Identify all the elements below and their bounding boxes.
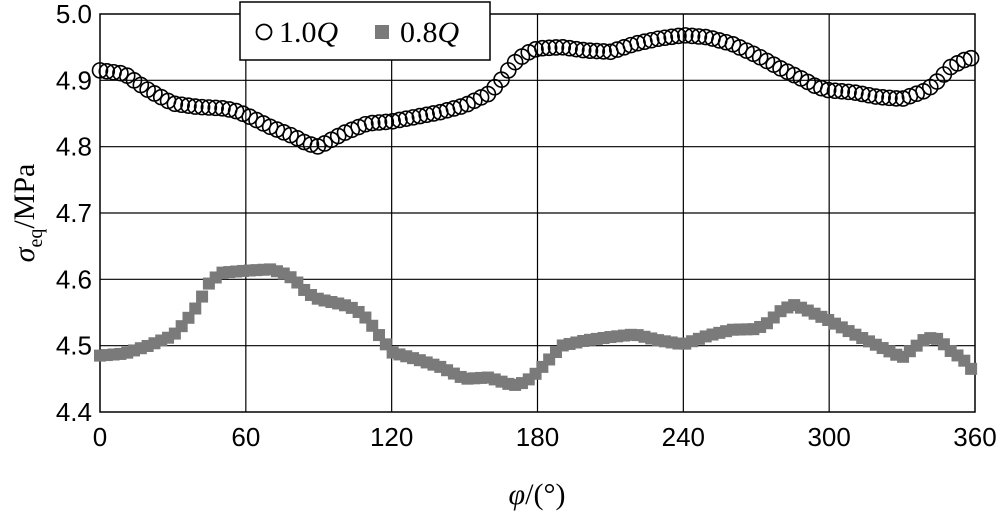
y-tick-label: 4.9 <box>56 65 92 95</box>
series-1 <box>91 27 980 155</box>
data-point <box>357 115 374 133</box>
data-point <box>397 110 415 127</box>
data-point <box>860 86 878 104</box>
data-point <box>173 96 190 114</box>
data-point <box>363 114 381 132</box>
data-point <box>676 27 694 44</box>
data-point <box>663 28 680 46</box>
data-point <box>595 43 612 60</box>
data-point <box>833 83 851 100</box>
data-point <box>200 99 218 116</box>
x-tick-label: 60 <box>231 422 260 452</box>
data-point <box>813 79 830 97</box>
data-point <box>956 51 973 69</box>
data-point <box>207 99 224 117</box>
data-point <box>182 311 195 324</box>
data-point <box>418 106 435 124</box>
data-point <box>193 98 211 116</box>
data-point <box>186 98 204 115</box>
data-point <box>965 362 978 375</box>
series-layer <box>91 27 980 391</box>
data-point <box>166 95 184 113</box>
y-tick-label: 4.4 <box>56 397 92 427</box>
data-point <box>366 319 379 332</box>
data-point <box>561 39 578 57</box>
data-point <box>302 136 320 153</box>
x-tick-label: 180 <box>516 422 559 452</box>
y-tick-label: 4.5 <box>56 331 92 361</box>
data-point <box>574 41 592 59</box>
data-point <box>527 41 544 58</box>
data-point <box>214 100 231 117</box>
grid <box>100 14 975 412</box>
series-2 <box>94 263 978 391</box>
data-point <box>377 113 395 131</box>
y-tick-label: 4.7 <box>56 198 92 228</box>
legend-entry-1: 1.0Q <box>279 16 339 49</box>
data-point <box>404 109 422 126</box>
data-point <box>452 98 469 115</box>
data-point <box>642 31 660 49</box>
data-point <box>547 39 565 56</box>
x-tick-label: 300 <box>807 422 850 452</box>
legend-box <box>239 1 491 61</box>
plot-frame <box>99 13 976 413</box>
data-point <box>568 40 585 58</box>
x-axis-title: φ/(°) <box>509 478 566 511</box>
data-point <box>683 27 701 45</box>
y-tick-label: 4.8 <box>56 132 92 162</box>
data-point <box>867 88 885 105</box>
data-point <box>840 83 857 101</box>
data-point <box>540 39 558 57</box>
data-point <box>881 89 898 107</box>
data-point <box>112 64 129 82</box>
x-tick-label: 120 <box>370 422 413 452</box>
data-point <box>874 89 891 106</box>
y-tick-labels: 4.4 4.5 4.6 4.7 4.8 4.9 5.0 <box>56 0 92 427</box>
data-point <box>554 38 572 56</box>
x-tick-label: 240 <box>662 422 705 452</box>
x-tick-label: 360 <box>953 422 996 452</box>
data-point <box>391 111 408 129</box>
y-tick-label: 4.6 <box>56 264 92 294</box>
data-point <box>91 62 109 79</box>
data-point <box>649 30 667 48</box>
data-point <box>847 84 864 101</box>
data-point <box>887 90 905 107</box>
legend-marker-open-circle <box>255 23 273 41</box>
data-point <box>196 290 209 303</box>
data-point <box>384 112 401 130</box>
x-tick-labels: 0 60 120 180 240 300 360 <box>93 422 997 452</box>
data-point <box>581 42 599 59</box>
legend-entry-2: 0.8Q <box>400 16 460 49</box>
data-point <box>656 29 674 47</box>
data-point <box>826 82 844 100</box>
data-point <box>534 39 551 57</box>
legend-marker-filled-square <box>375 25 389 39</box>
data-point <box>819 81 837 99</box>
data-point <box>853 85 871 103</box>
data-point <box>670 27 687 45</box>
data-point <box>189 302 202 315</box>
data-point <box>373 329 386 342</box>
data-point <box>227 102 245 120</box>
x-tick-label: 0 <box>93 422 107 452</box>
data-point <box>180 97 197 114</box>
data-point <box>370 114 388 131</box>
data-point <box>411 107 429 125</box>
data-point <box>588 42 606 60</box>
data-point <box>908 85 925 103</box>
y-tick-label: 5.0 <box>56 0 92 29</box>
y-axis-title: σeq/MPa <box>8 164 47 263</box>
data-point <box>98 63 116 80</box>
data-point <box>690 28 708 45</box>
legend: 1.0Q 0.8Q <box>239 1 491 61</box>
data-point <box>962 49 980 67</box>
